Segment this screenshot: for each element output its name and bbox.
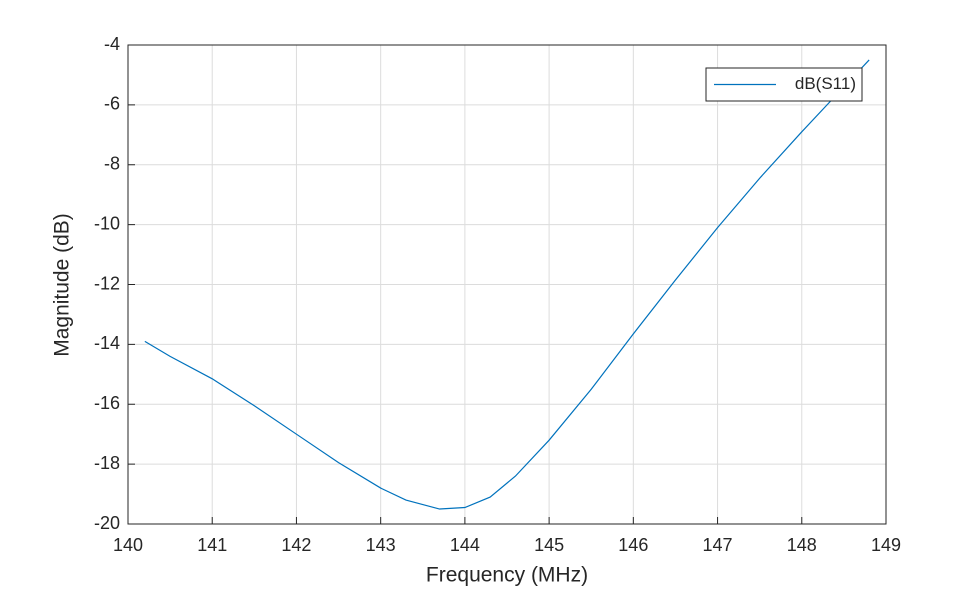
x-tick-label: 143 [366, 535, 396, 555]
x-tick-label: 149 [871, 535, 901, 555]
x-tick-label: 144 [450, 535, 480, 555]
x-tick-label: 145 [534, 535, 564, 555]
y-tick-label: -6 [104, 94, 120, 114]
x-tick-label: 140 [113, 535, 143, 555]
x-tick-label: 147 [703, 535, 733, 555]
y-tick-label: -14 [94, 333, 120, 353]
legend-label: dB(S11) [795, 74, 856, 93]
y-tick-label: -10 [94, 213, 120, 233]
y-axis-label: Magnitude (dB) [51, 213, 74, 357]
y-tick-label: -16 [94, 393, 120, 413]
x-tick-label: 141 [197, 535, 227, 555]
y-tick-label: -18 [94, 453, 120, 473]
data-line [144, 59, 870, 510]
plot-frame [127, 44, 887, 525]
x-tick-label: 148 [787, 535, 817, 555]
y-tick-label: -4 [104, 34, 120, 54]
y-tick-label: -8 [104, 154, 120, 174]
x-axis-label: Frequency (MHz) [426, 564, 588, 587]
y-tick-label: -12 [94, 273, 120, 293]
x-tick-label: 146 [618, 535, 648, 555]
y-tick-label: -20 [94, 513, 120, 533]
x-tick-label: 142 [281, 535, 311, 555]
